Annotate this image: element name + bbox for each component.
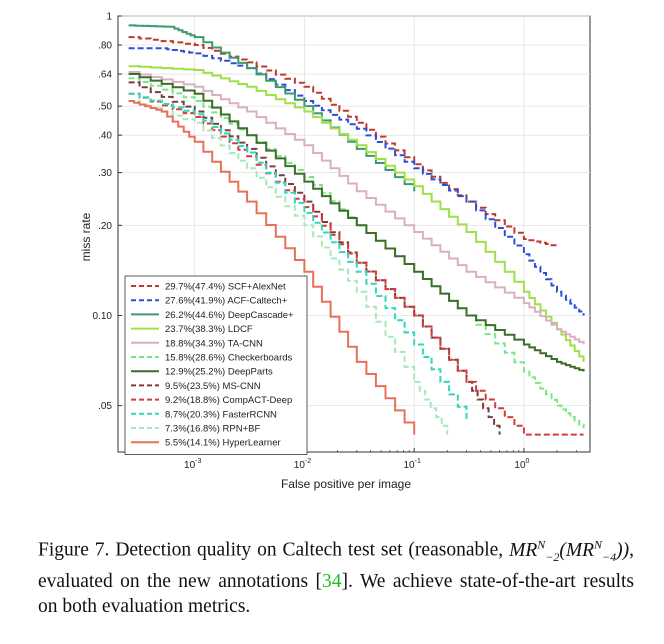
legend-label: 26.2%(44.6%) DeepCascade+ (165, 310, 294, 321)
x-tick-label: 100 (514, 458, 529, 471)
math-a: MR (509, 539, 538, 561)
y-tick-label: 1 (106, 12, 112, 23)
caption-math: MRN−2(MRN−4)) (509, 537, 630, 564)
caption-suffix: ]. We achieve state-of-the-art results o… (38, 571, 635, 618)
axis-ticks: 1 .80 .64 .50 .40 .30 .20 0.10 .05 10-3 10-2 10-1 10… (93, 12, 591, 471)
y-tick-label: .20 (98, 221, 112, 232)
math-a-sup: N (537, 537, 546, 551)
x-tick-label: 10-1 (404, 458, 421, 471)
series-line (128, 92, 468, 420)
math-b-sup: N (594, 537, 603, 551)
legend-label: 5.5%(14.1%) HyperLearner (165, 438, 281, 449)
math-b-sub: −4 (602, 549, 617, 564)
x-tick-label: 10-2 (294, 458, 311, 471)
x-tick-label: 10-3 (184, 458, 201, 471)
legend-label: 12.9%(25.2%) DeepParts (165, 367, 273, 378)
series-line (128, 73, 585, 372)
caption-middle: , evaluated on the new annotations [ (38, 539, 635, 593)
series-line (128, 100, 416, 435)
series-line (128, 24, 416, 192)
legend-box (124, 275, 308, 455)
legend-label: 18.8%(34.3%) TA-CNN (165, 338, 263, 349)
math-b: MR (565, 539, 595, 561)
legend-label: 8.7%(20.3%) FasterRCNN (165, 409, 277, 420)
series-line (128, 65, 585, 362)
x-axis-label: False positive per image (281, 477, 411, 491)
legend-label: 7.3%(16.8%) RPN+BF (165, 424, 260, 435)
y-axis-label: miss rate (79, 212, 93, 261)
y-tick-label: .30 (98, 168, 112, 179)
legend: 29.7%(47.4%) SCF+AlexNet 27.6%(41.9%) ACF… (124, 275, 308, 455)
y-tick-label: .80 (98, 41, 112, 52)
y-tick-label: .50 (98, 102, 112, 113)
legend-label: 23.7%(38.3%) LDCF (165, 324, 253, 335)
legend-label: 27.6%(41.9%) ACF-Caltech+ (165, 296, 288, 307)
roc-chart: 1 .80 .64 .50 .40 .30 .20 0.10 .05 10-3 10-2 10-1 10… (79, 12, 591, 491)
figure-caption: Figure 7. Detection quality on Caltech t… (38, 532, 634, 619)
series-line (128, 47, 585, 316)
math-a-sub: −2 (545, 549, 560, 564)
legend-label: 9.2%(18.8%) CompACT-Deep (165, 395, 292, 406)
legend-label: 15.8%(28.6%) Checkerboards (165, 353, 293, 364)
legend-label: 9.5%(23.5%) MS-CNN (165, 381, 261, 392)
y-tick-label: 0.10 (93, 311, 113, 322)
y-tick-label: .05 (98, 401, 112, 412)
citation-link[interactable]: 34 (322, 571, 342, 593)
figure: 1 .80 .64 .50 .40 .30 .20 0.10 .05 10-3 10-2 10-1 10… (79, 12, 591, 491)
y-tick-label: .40 (98, 131, 112, 142)
caption-prefix: Figure 7. Detection quality on Caltech t… (38, 539, 504, 561)
curves (128, 24, 585, 436)
y-tick-label: .64 (98, 70, 112, 81)
series-line (128, 71, 585, 345)
series-line (128, 100, 449, 435)
legend-label: 29.7%(47.4%) SCF+AlexNet (165, 282, 286, 293)
